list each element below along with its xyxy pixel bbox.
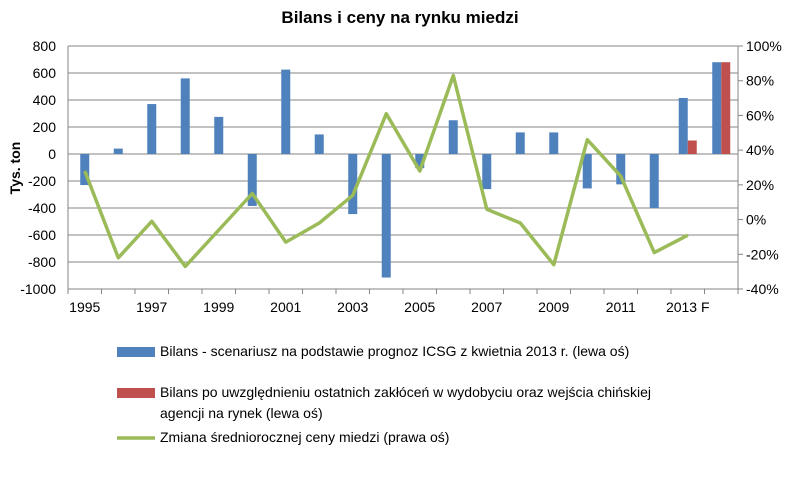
bar [348,154,358,215]
axes [67,45,743,294]
bar [616,154,626,185]
bar [314,134,324,154]
bar [147,104,157,154]
series-line [83,73,689,269]
bar [482,154,492,190]
y-tick-label: 800 [33,38,57,54]
y-right-tick-label: 0% [746,212,766,228]
legend-label: Bilans po uwzględnieniu ostatnich zakłóc… [160,384,651,421]
y-tick-label: -800 [28,254,56,270]
bar [687,140,697,154]
legend-label-line: Bilans po uwzględnieniu ostatnich zakłóc… [160,384,651,400]
y-tick-label: -400 [28,200,56,216]
y-right-tick-label: -20% [746,246,779,262]
bar [515,132,525,154]
y-right-tick-label: -40% [746,281,779,297]
y-tick-label: -200 [28,173,56,189]
bar [214,116,224,154]
x-tick-label: 1997 [136,299,167,315]
legend-label-line: Zmiana średniorocznej ceny miedzi (prawa… [160,429,449,445]
gridlines [68,45,738,290]
legend: Bilans - scenariusz na podstawie prognoz… [117,343,651,445]
chart-title: Bilans i ceny na rynku miedzi [281,8,518,27]
y-right-tick-label: 100% [746,38,782,54]
bar [415,154,425,169]
bar [80,154,90,186]
bar [582,154,592,189]
bar [549,132,559,154]
legend-label-line: Bilans - scenariusz na podstawie prognoz… [160,343,629,359]
bar [281,69,291,154]
tick-labels: -1000 -800 -600 -400 -200 0 200 400 600 800 -40% -2… [20,38,782,315]
y-tick-label: -1000 [20,281,56,297]
bar [247,154,257,206]
y-axis-label: Tys. ton [7,142,23,195]
x-tick-label: 1999 [203,299,234,315]
legend-swatch [117,388,155,398]
legend-swatch [117,347,155,357]
bar [381,154,391,278]
legend-label: Zmiana średniorocznej ceny miedzi (prawa… [160,429,449,445]
y-right-tick-label: 60% [746,107,774,123]
legend-label-line: agencji na rynek (lewa oś) [160,405,323,421]
price-line [83,73,689,269]
x-tick-label: 2011 [606,299,636,315]
bars [80,62,731,278]
bar [113,148,123,154]
bar [712,62,722,155]
x-tick-label: 2013 F [666,299,710,315]
bar [649,154,659,208]
x-tick-label: 1995 [69,299,100,315]
bar [448,120,458,154]
y-tick-label: 600 [33,65,57,81]
legend-label: Bilans - scenariusz na podstawie prognoz… [160,343,629,359]
y-tick-label: 400 [33,92,57,108]
bar [180,78,190,154]
x-tick-label: 2001 [270,299,301,315]
x-tick-label: 2003 [337,299,368,315]
y-tick-label: -600 [28,227,56,243]
y-tick-label: 0 [48,146,56,162]
y-right-tick-label: 40% [746,142,774,158]
bar [721,62,731,155]
x-tick-label: 2007 [471,299,502,315]
y-right-tick-label: 80% [746,73,774,89]
y-right-tick-label: 20% [746,177,774,193]
y-tick-label: 200 [33,119,57,135]
bar [678,97,688,154]
x-tick-label: 2009 [538,299,569,315]
x-tick-label: 2005 [404,299,435,315]
